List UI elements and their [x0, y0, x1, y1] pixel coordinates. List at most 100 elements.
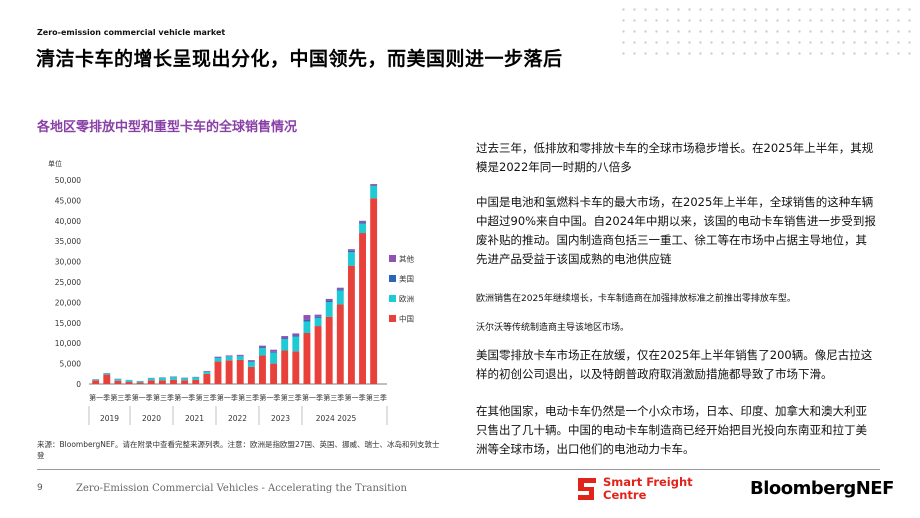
- footer-divider: [37, 469, 880, 470]
- bar-segment-china: [136, 382, 144, 384]
- bar-segment-europe: [370, 186, 378, 199]
- bar-segment-europe: [281, 339, 289, 351]
- footer-report-title: Zero-Emission Commercial Vehicles - Acce…: [76, 483, 407, 494]
- x-tick-label: 第一季: [259, 393, 280, 402]
- y-tick-label: 45,000: [55, 196, 81, 205]
- bar-segment-china: [236, 359, 244, 384]
- bar-segment-europe: [336, 290, 344, 305]
- legend-swatch: [389, 275, 396, 282]
- bar-segment-china: [359, 233, 366, 384]
- x-tick-label: 第一季: [302, 393, 323, 402]
- bar-segment-europe: [292, 336, 300, 352]
- page-number: 9: [37, 483, 43, 493]
- paragraph-europe-manufacturers: 沃尔沃等传统制造商主导该地区市场。: [476, 323, 630, 333]
- bar-segment-europe: [170, 377, 177, 380]
- x-axis: 第一季 第三季 第一季 第三季 第一季 第三季 第一季 第三季 第一季 第三季 第一季 第三季 第一季第…: [88, 393, 388, 425]
- x-year-label: 2019: [100, 414, 119, 423]
- bar-segment-other: [214, 356, 222, 358]
- bar-segment-europe: [259, 348, 266, 356]
- bar-segment-usa: [347, 250, 355, 253]
- bar-segment-europe: [225, 356, 233, 361]
- y-tick-label: 35,000: [55, 237, 81, 246]
- bar-segment-china: [203, 373, 211, 384]
- bar-segment-usa: [336, 289, 344, 291]
- y-unit-label: 单位: [48, 159, 62, 168]
- bar-segment-usa: [281, 338, 289, 340]
- legend-label: 美国: [399, 274, 414, 284]
- bar-segment-china: [314, 326, 322, 384]
- y-tick-label: 10,000: [55, 339, 81, 348]
- x-tick-label: 第三季: [281, 393, 302, 402]
- bloombergnef-logo: BloombergNEF: [750, 478, 894, 499]
- bar-segment-china: [170, 379, 177, 384]
- decorative-dot-grid: [618, 4, 918, 56]
- logo-text-line1: Smart Freight: [603, 475, 693, 489]
- paragraph-market-growth: 过去三年，低排放和零排放卡车的全球市场稳步增长。在2025年上半年，其规模是20…: [476, 141, 874, 174]
- bar-segment-other: [336, 287, 344, 290]
- bar-segment-china: [158, 380, 166, 384]
- bar-segment-usa: [325, 300, 333, 302]
- bar-segment-other: [292, 333, 300, 336]
- bar-segment-china: [225, 360, 233, 384]
- paragraph-china: 中国是电池和氢燃料卡车的最大市场，在2025年上半年，全球销售的这种车辆中超过9…: [476, 195, 876, 266]
- bar-segment-europe: [214, 357, 222, 362]
- bar-segment-other: [225, 355, 233, 357]
- x-year-label: 2024 2025: [316, 414, 357, 423]
- y-tick-label: 0: [76, 380, 81, 389]
- bar-segment-china: [103, 374, 111, 384]
- bar-segment-china: [259, 355, 266, 384]
- bar-segment-europe: [114, 379, 122, 381]
- x-tick-label: 第一季: [89, 393, 110, 402]
- x-tick-label: 第三季: [238, 393, 259, 402]
- bar-segment-other: [270, 349, 278, 352]
- bar-segment-china: [92, 380, 100, 384]
- bar-segment-europe: [314, 317, 322, 327]
- x-tick-label: 第三季: [366, 393, 387, 402]
- bar-segment-usa: [370, 185, 378, 187]
- bar-segment-china: [292, 351, 300, 384]
- x-tick-label: 第一季: [217, 393, 238, 402]
- bar-segment-usa: [236, 355, 244, 357]
- bar-segment-china: [347, 265, 355, 384]
- bar-segment-europe: [270, 352, 278, 364]
- paragraph-europe: 欧洲销售在2025年继续增长，卡车制造商在加强排放标准之前推出零排放车型。: [476, 294, 796, 304]
- bar-segment-china: [214, 361, 222, 384]
- bar-segment-usa: [314, 316, 322, 318]
- bar-segment-europe: [347, 252, 355, 266]
- bar-segment-europe: [125, 380, 133, 382]
- bar-segment-china: [125, 381, 133, 384]
- bar-segment-usa: [270, 351, 278, 353]
- report-section-label: Zero-emission commercial vehicle market: [37, 28, 226, 37]
- x-tick-label: 第一季: [132, 393, 153, 402]
- x-tick-label: 第一季: [174, 393, 195, 402]
- x-tick-label: 第三季: [323, 393, 344, 402]
- bar-segment-china: [147, 380, 155, 384]
- legend-label: 中国: [399, 314, 414, 324]
- bar-segment-europe: [247, 361, 255, 367]
- paragraph-usa: 美国零排放卡车市场正在放缓，仅在2025年上半年销售了200辆。像尼古拉这样的初…: [476, 348, 873, 381]
- legend-swatch: [389, 295, 396, 302]
- bar-segment-usa: [247, 361, 255, 362]
- y-tick-label: 5,000: [60, 360, 82, 369]
- y-tick-label: 20,000: [55, 298, 81, 307]
- legend-swatch: [389, 255, 396, 262]
- x-tick-label: 第一季: [345, 393, 366, 402]
- bar-segment-europe: [359, 223, 366, 234]
- bar-segment-china: [325, 316, 333, 384]
- bar-segment-china: [270, 363, 278, 384]
- y-tick-label: 25,000: [55, 278, 81, 287]
- bar-segment-other: [325, 298, 333, 301]
- bar-segment-china: [336, 304, 344, 384]
- y-tick-label: 50,000: [55, 176, 81, 185]
- bar-segment-europe: [192, 377, 200, 380]
- x-tick-label: 第三季: [110, 393, 131, 402]
- x-tick-label: 第三季: [153, 393, 174, 402]
- bar-segment-china: [247, 366, 255, 384]
- smart-freight-centre-logo: Smart Freight Centre: [576, 476, 726, 506]
- bar-segment-usa: [259, 347, 266, 349]
- x-year-label: 2023: [271, 414, 290, 423]
- bar-segment-usa: [292, 335, 300, 337]
- bar-segment-europe: [92, 379, 100, 381]
- stacked-bar-chart: 单位 0 5,000 10,000 15,000 20,000 25,000 30,000 35…: [48, 159, 414, 425]
